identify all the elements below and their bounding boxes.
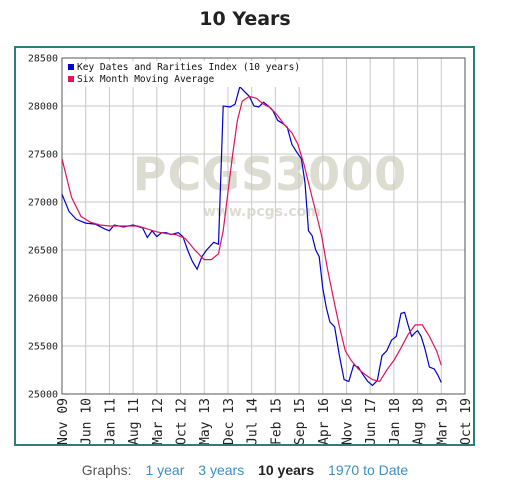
y-tick-label: 28000: [28, 102, 58, 113]
nav-link-1970-to-date[interactable]: 1970 to Date: [328, 462, 409, 478]
nav-link-3-years[interactable]: 3 years: [198, 462, 245, 478]
plot-area: [61, 57, 466, 395]
y-tick-label: 28500: [28, 54, 58, 65]
x-tick-label: Oct 19: [459, 398, 473, 444]
x-tick-label: Jun 10: [80, 398, 95, 444]
graph-range-nav: Graphs: 1 year 3 years 10 years 1970 to …: [0, 462, 490, 478]
x-tick-label: Sep 15: [293, 398, 308, 444]
chart-frame: PCGS3000 www.pcgs.com 25000 25500 26000 26500…: [14, 46, 475, 446]
y-tick-label: 26000: [28, 294, 58, 305]
legend-label-1: Six Month Moving Average: [77, 74, 215, 85]
y-tick-label: 25000: [28, 390, 58, 401]
x-tick-label: Aug 11: [127, 398, 142, 444]
x-tick-label: Dec 13: [222, 398, 237, 444]
x-tick-label: Apr 16: [317, 398, 332, 444]
x-tick-label: Mar 19: [435, 398, 450, 444]
nav-link-10-years[interactable]: 10 years: [258, 462, 315, 478]
x-tick-label: Jul 14: [246, 398, 261, 444]
y-tick-label: 27000: [28, 198, 58, 209]
x-tick-label: Oct 12: [175, 398, 190, 444]
series-line-0: [61, 85, 442, 387]
x-tick-label: Jan 18: [388, 398, 403, 444]
x-tick-label: Aug 18: [412, 398, 427, 444]
watermark-logo: PCGS3000: [133, 147, 407, 201]
x-tick-label: Feb 15: [269, 398, 284, 444]
nav-link-1-year[interactable]: 1 year: [145, 462, 185, 478]
x-tick-label: May 13: [198, 398, 213, 444]
x-tick-label: Nov 09: [56, 398, 71, 444]
x-tick-label: Jan 11: [103, 398, 118, 444]
legend-box: [65, 61, 317, 87]
x-tick-label: Mar 12: [151, 398, 166, 444]
legend-swatch-0: [68, 64, 74, 70]
y-tick-label: 26500: [28, 246, 58, 257]
chart-title: 10 Years: [199, 8, 291, 30]
chart-plot: PCGS3000 www.pcgs.com 25000 25500 26000 26500…: [28, 54, 473, 445]
legend-label-0: Key Dates and Rarities Index (10 years): [77, 62, 300, 73]
y-tick-label: 27500: [28, 150, 58, 161]
x-tick-label: Jun 17: [364, 398, 379, 444]
watermark-url: www.pcgs.com: [203, 204, 321, 220]
series-line-1: [61, 95, 442, 383]
x-tick-label: Nov 16: [340, 398, 355, 444]
y-tick-label: 25500: [28, 342, 58, 353]
legend-swatch-1: [68, 76, 74, 82]
nav-label: Graphs:: [81, 462, 132, 478]
